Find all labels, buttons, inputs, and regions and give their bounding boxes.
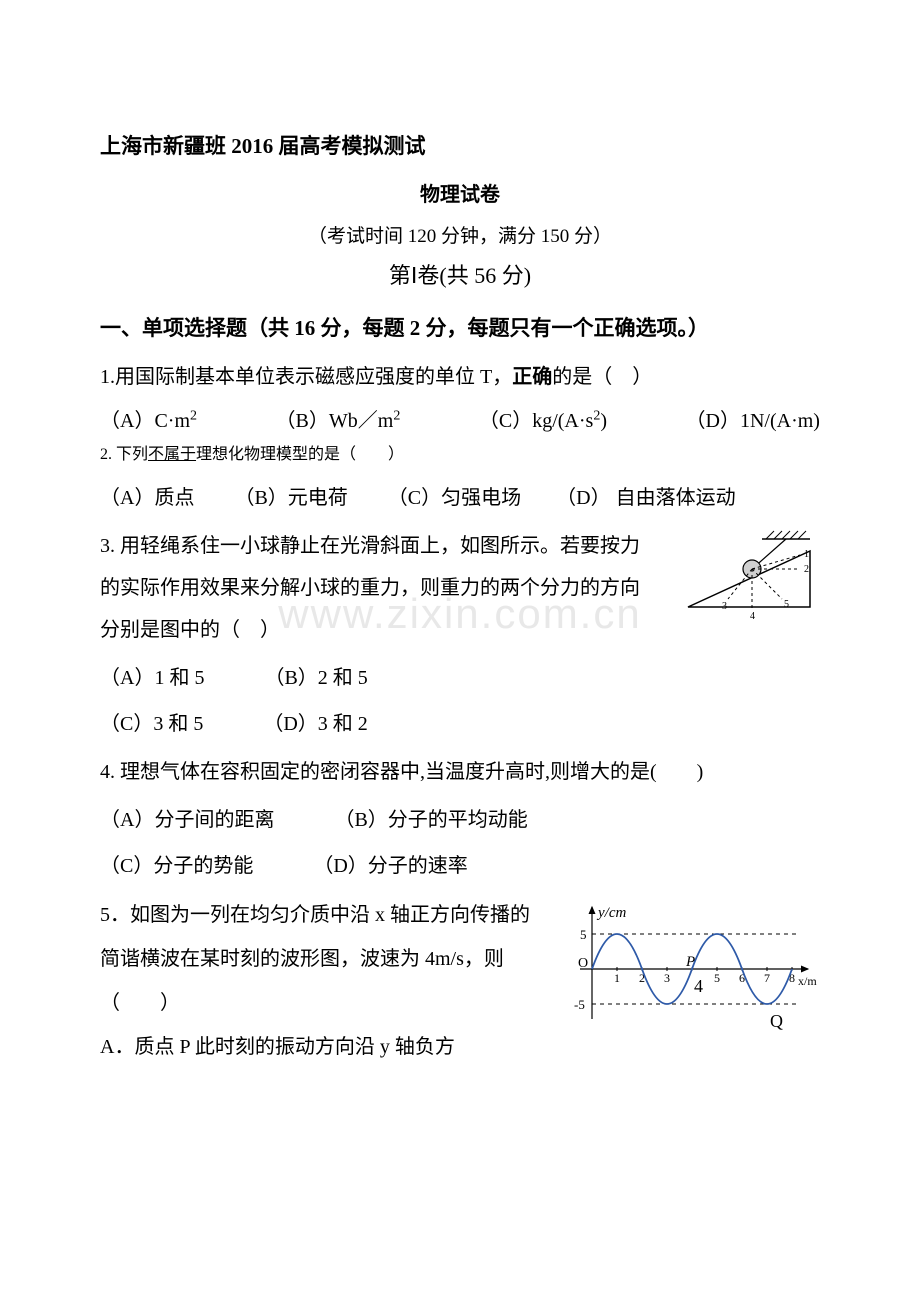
hatch-icon — [762, 531, 810, 539]
q1-choice-b: （B）Wb／m2 — [276, 404, 401, 433]
q1-b-text: （B）Wb／m — [276, 410, 394, 432]
q5-svg: y/cm 5 -5 O 1 2 3 5 6 7 8 — [560, 899, 820, 1039]
q3-choice-c: （C）3 和 5 — [100, 703, 203, 745]
dashed-rays — [728, 555, 800, 609]
q1-b-sup: 2 — [393, 408, 400, 423]
q3-svg: 1 2 3 4 5 — [670, 529, 820, 624]
q3-choice-a: （A）1 和 5 — [100, 657, 204, 699]
label-1: 1 — [804, 549, 809, 560]
q5-block: 5．如图为一列在均匀介质中沿 x 轴正方向传播的简谐横波在某时刻的波形图，波速为… — [100, 893, 820, 1069]
q5-text: 5．如图为一列在均匀介质中沿 x 轴正方向传播的简谐横波在某时刻的波形图，波速为… — [100, 893, 548, 1069]
q2-choice-d: （D） 自由落体运动 — [556, 487, 735, 509]
exam-meta: （考试时间 120 分钟，满分 150 分） — [100, 221, 820, 248]
ytick-neg5: -5 — [574, 997, 585, 1012]
q3-figure: 1 2 3 4 5 — [670, 525, 820, 651]
part-heading: 一、单项选择题（共 16 分，每题 2 分，每题只有一个正确选项。） — [100, 312, 820, 342]
q5-stem: 5．如图为一列在均匀介质中沿 x 轴正方向传播的简谐横波在某时刻的波形图，波速为… — [100, 893, 548, 1025]
svg-text:7: 7 — [764, 971, 770, 985]
svg-text:1: 1 — [614, 971, 620, 985]
label-4: 4 — [750, 611, 755, 622]
svg-text:5: 5 — [714, 971, 720, 985]
label-2: 2 — [804, 564, 809, 575]
q1-stem: 1.用国际制基本单位表示磁感应强度的单位 T，正确的是（ ） — [100, 356, 820, 398]
q2-choice-b: （B）元电荷 — [234, 487, 347, 509]
q3-stem: 3. 用轻绳系住一小球静止在光滑斜面上，如图所示。若要按力的实际作用效果来分解小… — [100, 525, 658, 651]
q2-stem-underline: 不属于 — [148, 446, 196, 463]
four-label: 4 — [694, 976, 703, 996]
q3-choice-d: （D）3 和 2 — [263, 703, 367, 745]
svg-text:3: 3 — [664, 971, 670, 985]
q2-choices: （A）质点 （B）元电荷 （C）匀强电场 （D） 自由落体运动 — [100, 477, 820, 519]
ytick-5: 5 — [580, 927, 587, 942]
q4-choice-d: （D）分子的速率 — [313, 845, 467, 887]
q2-choice-c: （C）匀强电场 — [388, 487, 521, 509]
q1-stem-bold: 正确 — [512, 366, 552, 388]
label-3: 3 — [722, 601, 727, 612]
q1-c-end: ) — [600, 410, 607, 432]
label-5: 5 — [784, 599, 789, 610]
x-ticks: 1 2 3 5 6 7 8 — [614, 971, 795, 985]
page-content: 上海市新疆班 2016 届高考模拟测试 物理试卷 （考试时间 120 分钟，满分… — [100, 130, 820, 1069]
subject: 物理试卷 — [100, 178, 820, 207]
q2-stem-a: 2. 下列 — [100, 446, 148, 463]
q4-choice-a: （A）分子间的距离 — [100, 799, 274, 841]
q1-stem-a: 1.用国际制基本单位表示磁感应强度的单位 T， — [100, 366, 512, 388]
q4-choices: （A）分子间的距离 （B）分子的平均动能 （C）分子的势能 （D）分子的速率 — [100, 799, 820, 887]
q2-stem: 2. 下列不属于理想化物理模型的是（ ） — [100, 439, 820, 471]
q5-choice-a: A．质点 P 此时刻的振动方向沿 y 轴负方 — [100, 1025, 548, 1069]
q1-choices: （A）C·m2 （B）Wb／m2 （C）kg/(A·s2) （D）1N/(A·m… — [100, 404, 820, 433]
p-label: P — [685, 954, 695, 970]
q3-block: 3. 用轻绳系住一小球静止在光滑斜面上，如图所示。若要按力的实际作用效果来分解小… — [100, 525, 820, 651]
incline-triangle — [688, 551, 810, 607]
q1-a-sup: 2 — [190, 408, 197, 423]
q5-figure: y/cm 5 -5 O 1 2 3 5 6 7 8 — [560, 893, 820, 1069]
exam-title: 上海市新疆班 2016 届高考模拟测试 — [100, 130, 820, 160]
q1-c-text: （C）kg/(A·s — [479, 410, 593, 432]
q1-a-text: （A）C·m — [100, 410, 190, 432]
q-label: Q — [770, 1011, 783, 1031]
q4-choice-b: （B）分子的平均动能 — [334, 799, 527, 841]
q3-choice-b: （B）2 和 5 — [264, 657, 367, 699]
q2-stem-c: 理想化物理模型的是（ ） — [196, 446, 404, 463]
q3-text: 3. 用轻绳系住一小球静止在光滑斜面上，如图所示。若要按力的实际作用效果来分解小… — [100, 525, 658, 651]
q1-choice-c: （C）kg/(A·s2) — [479, 404, 607, 433]
origin-label: O — [578, 956, 588, 971]
q2-choice-a: （A）质点 — [100, 487, 194, 509]
q1-choice-a: （A）C·m2 — [100, 404, 197, 433]
y-label: y/cm — [596, 905, 626, 921]
q4-choice-c: （C）分子的势能 — [100, 845, 253, 887]
q1-stem-c: 的是（ ） — [552, 366, 652, 388]
section-heading: 第Ⅰ卷(共 56 分) — [100, 258, 820, 290]
q1-choice-d: （D）1N/(A·m) — [686, 404, 820, 433]
x-label: x/m — [798, 974, 817, 988]
q3-choices: （A）1 和 5 （B）2 和 5 （C）3 和 5 （D）3 和 2 — [100, 657, 820, 745]
q4-stem: 4. 理想气体在容积固定的密闭容器中,当温度升高时,则增大的是( ) — [100, 751, 820, 793]
